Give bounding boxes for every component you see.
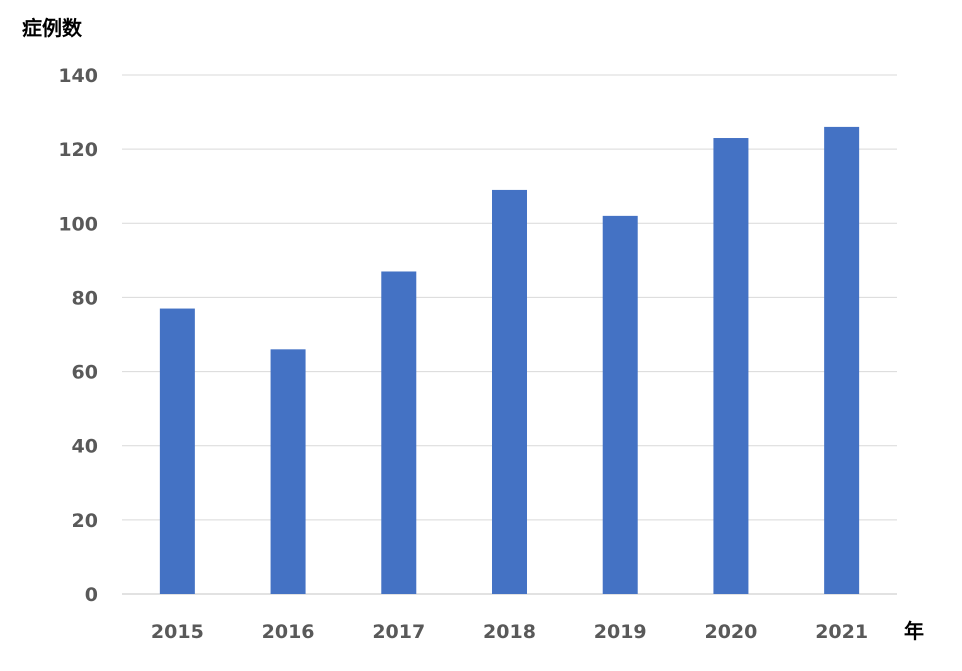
y-tick-label: 60: [72, 362, 98, 384]
x-axis-label: 年: [904, 619, 924, 643]
x-tick-label: 2021: [815, 621, 868, 643]
bar-2021: [824, 126, 860, 595]
y-tick-label: 100: [58, 213, 98, 235]
x-tick-label: 2019: [594, 621, 647, 643]
y-tick-labels: 0 20 40 60 80 100 120 140: [58, 65, 98, 606]
y-axis-label: 症例数: [22, 16, 83, 40]
x-tick-labels: 2015 2016 2017 2018 2019 2020 2021: [151, 621, 868, 643]
y-tick-label: 120: [58, 139, 98, 161]
bars: [159, 126, 860, 595]
x-tick-label: 2018: [483, 621, 536, 643]
y-tick-label: 0: [85, 584, 98, 606]
bar-2020: [713, 138, 749, 594]
x-tick-label: 2016: [262, 621, 315, 643]
y-tick-label: 20: [72, 510, 98, 532]
bar-2015: [159, 308, 195, 594]
x-tick-label: 2015: [151, 621, 204, 643]
x-tick-label: 2017: [372, 621, 425, 643]
x-tick-label: 2020: [704, 621, 757, 643]
bar-2018: [492, 189, 527, 594]
bar-2016: [270, 349, 306, 594]
y-tick-label: 80: [72, 287, 98, 309]
y-tick-label: 140: [58, 65, 98, 87]
bar-2017: [381, 271, 417, 594]
bar-2019: [602, 215, 638, 594]
y-tick-label: 40: [72, 436, 98, 458]
